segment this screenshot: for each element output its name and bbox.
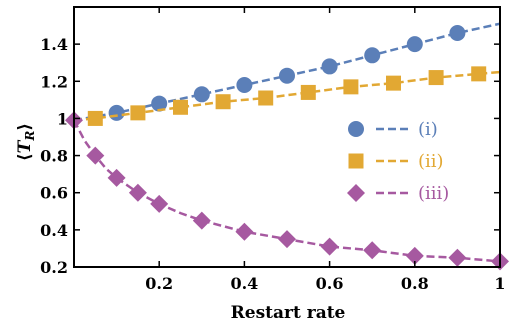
y-tick-label: 1.4: [40, 35, 68, 54]
data-point: [258, 90, 274, 106]
data-point: [300, 84, 316, 100]
x-tick-label: 0.6: [316, 274, 344, 293]
data-point: [215, 94, 231, 110]
data-point: [343, 79, 359, 95]
y-tick-label: 0.6: [40, 184, 68, 203]
data-point: [278, 230, 296, 249]
data-point: [321, 58, 338, 75]
y-axis-label: ⟨TR⟩: [15, 123, 37, 161]
data-point: [471, 66, 487, 82]
legend-marker: [348, 121, 364, 137]
data-point: [86, 146, 105, 165]
series-2: [73, 66, 501, 126]
x-tick-label: 1: [494, 274, 505, 293]
data-point: [151, 95, 168, 112]
data-point: [130, 105, 146, 121]
legend-item: (iii): [347, 183, 449, 204]
series-line: [72, 119, 501, 263]
legend-marker: [348, 153, 364, 169]
x-axis-label: Restart rate: [231, 303, 346, 323]
y-tick-label: 0.8: [40, 147, 68, 166]
data-point: [320, 237, 339, 256]
legend-marker: [347, 184, 365, 202]
legend-item: (ii): [348, 151, 444, 172]
data-point: [364, 47, 381, 64]
y-tick-label: 1: [57, 109, 68, 128]
data-point: [128, 183, 147, 202]
plot-frame: [73, 6, 501, 268]
data-point: [279, 67, 295, 84]
data-point: [386, 75, 401, 91]
legend-label: (iii): [418, 183, 449, 204]
data-point: [192, 211, 211, 230]
legend-item: (i): [348, 119, 438, 140]
data-point: [363, 241, 382, 260]
y-tick-label: 1.2: [40, 72, 68, 91]
data-point: [193, 86, 210, 103]
legend: (i) (ii) (iii): [347, 119, 449, 204]
series-3: [65, 111, 509, 271]
data-point: [449, 25, 466, 41]
axes-layer: 0.2 0.4 0.6 0.8 1 0.2 0.4 0.6 0.8 1 1.2 1.4: [40, 6, 506, 293]
data-point: [107, 168, 126, 187]
data-point: [428, 70, 444, 86]
legend-label: (ii): [418, 151, 444, 172]
series-1: [73, 22, 501, 122]
x-tick-label: 0.2: [145, 274, 173, 293]
x-tick-label: 0.8: [401, 274, 429, 293]
y-tick-label: 0.2: [40, 258, 68, 277]
data-point: [87, 110, 103, 126]
data-point: [108, 104, 125, 121]
data-point: [405, 246, 424, 265]
data-point: [448, 248, 467, 267]
x-tick-label: 0.4: [230, 274, 258, 293]
y-tick-label: 0.4: [40, 221, 68, 240]
data-point: [406, 36, 423, 53]
data-point: [235, 222, 254, 241]
data-point: [173, 99, 188, 115]
data-point: [150, 194, 169, 213]
legend-label: (i): [418, 119, 438, 140]
series-layer: [65, 22, 509, 271]
data-point: [236, 77, 253, 93]
